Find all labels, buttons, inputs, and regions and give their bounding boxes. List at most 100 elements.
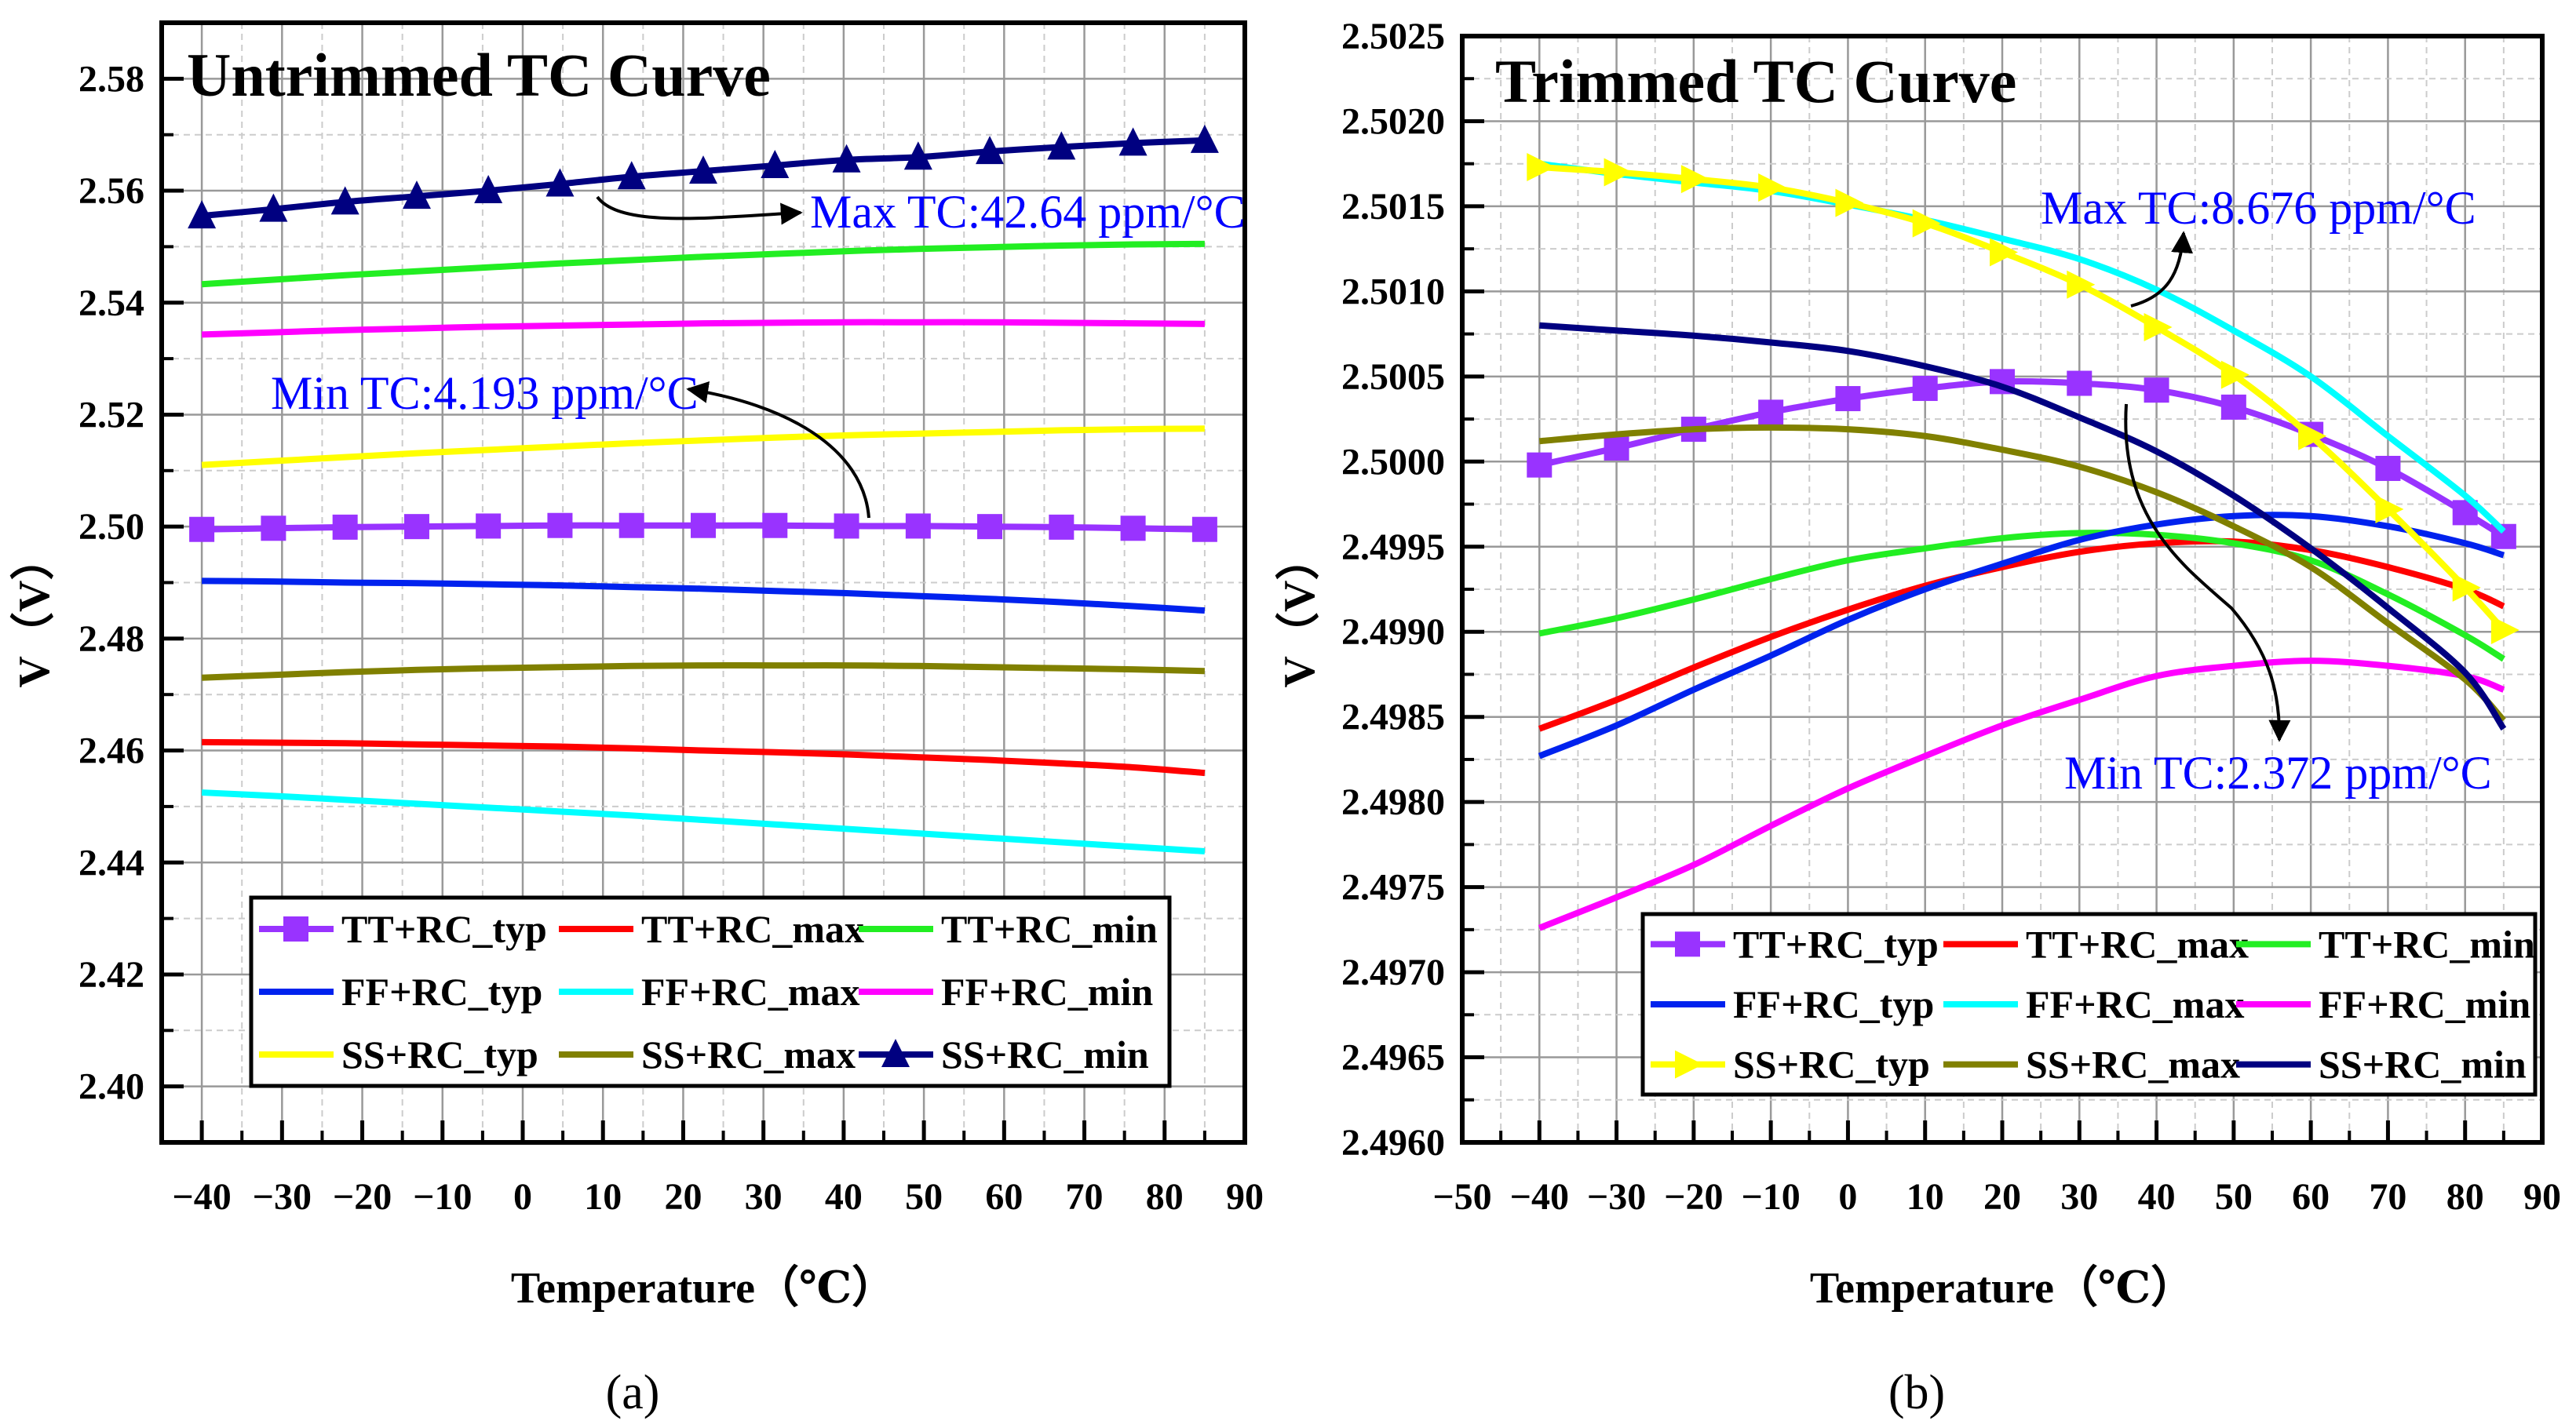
legend-label: FF+RC_min xyxy=(2319,982,2530,1026)
legend-label: SS+RC_max xyxy=(2026,1043,2240,1087)
data-point xyxy=(617,161,646,190)
x-tick-label: 30 xyxy=(2060,1176,2098,1218)
y-tick-label: 2.4995 xyxy=(1341,526,1445,568)
data-point xyxy=(976,136,1005,165)
data-point xyxy=(762,512,788,538)
data-point xyxy=(547,512,573,538)
x-tick-label: 70 xyxy=(1066,1176,1104,1218)
panel-label-a: (a) xyxy=(606,1366,660,1419)
series-tt-rc-min xyxy=(201,240,1205,288)
legend-label: SS+RC_min xyxy=(941,1033,1149,1076)
series-line xyxy=(202,577,1206,614)
series-tt-rc-max xyxy=(202,738,1206,777)
x-tick-label: 10 xyxy=(1906,1176,1944,1218)
data-point xyxy=(1120,515,1146,541)
x-tick-label: −20 xyxy=(1664,1176,1723,1218)
data-point xyxy=(259,193,288,222)
y-tick-label: 2.50 xyxy=(78,506,144,548)
legend-item: SS+RC_min xyxy=(859,1033,1149,1076)
annotation-min-tc-a: Min TC:4.193 ppm/°C xyxy=(271,367,699,419)
data-point xyxy=(2298,421,2327,450)
legend: TT+RC_typ TT+RC_max TT+RC_min FF+RC_typ FF+R… xyxy=(249,895,1172,1088)
series-line xyxy=(201,240,1205,288)
legend-item: TT+RC_max xyxy=(1943,922,2249,966)
series-line xyxy=(1538,537,2505,732)
data-point xyxy=(761,149,790,178)
y-tick-label: 2.5015 xyxy=(1341,186,1445,228)
data-point xyxy=(1604,435,1629,461)
data-point xyxy=(1835,386,1861,412)
data-point xyxy=(691,512,716,538)
data-point xyxy=(2220,360,2249,389)
x-axis-title-a: Temperature（℃） xyxy=(511,1263,896,1313)
x-tick-label: 60 xyxy=(985,1176,1023,1218)
legend-item: FF+RC_max xyxy=(559,970,859,1014)
annotation-arrow-max-a xyxy=(596,195,803,225)
data-point xyxy=(2067,270,2096,299)
series-line xyxy=(201,425,1205,468)
y-tick-label: 2.44 xyxy=(78,842,144,883)
data-point xyxy=(905,513,931,539)
legend-label: FF+RC_typ xyxy=(1733,982,1934,1026)
series-line xyxy=(1538,658,2505,931)
x-tick-label: 50 xyxy=(905,1176,943,1218)
x-tick-label: 0 xyxy=(513,1176,532,1218)
legend-item: FF+RC_typ xyxy=(259,970,542,1014)
legend-label: TT+RC_typ xyxy=(1733,922,1939,966)
y-tick-label: 2.4970 xyxy=(1341,952,1445,993)
legend-item: SS+RC_max xyxy=(1943,1043,2240,1087)
y-tick-label: 2.40 xyxy=(78,1066,144,1108)
legend-label: TT+RC_typ xyxy=(341,907,547,951)
data-point xyxy=(1912,376,1938,402)
legend-label: TT+RC_max xyxy=(2026,922,2249,966)
y-tick-label: 2.4980 xyxy=(1341,781,1445,823)
data-point xyxy=(2067,370,2093,396)
series-line xyxy=(201,319,1205,338)
x-tick-label: 20 xyxy=(1983,1176,2021,1218)
y-tick-label: 2.52 xyxy=(78,394,144,435)
data-point xyxy=(2144,377,2169,403)
y-tick-label: 2.5005 xyxy=(1341,356,1445,398)
series-line xyxy=(1538,377,2505,540)
legend-item: SS+RC_typ xyxy=(1651,1043,1930,1087)
annotation-arrow-min-b xyxy=(2124,403,2291,742)
data-point xyxy=(1527,153,1556,182)
legend-label: FF+RC_typ xyxy=(341,970,542,1014)
data-point xyxy=(402,180,431,209)
x-tick-label: 80 xyxy=(2446,1176,2484,1218)
x-tick-label: 90 xyxy=(2523,1176,2561,1218)
y-tick-label: 2.4965 xyxy=(1341,1037,1445,1079)
data-point xyxy=(1049,514,1075,540)
legend-box xyxy=(249,895,1172,1088)
series-tt-rc-typ xyxy=(189,512,1217,542)
legend-label: SS+RC_typ xyxy=(1733,1043,1930,1087)
x-tick-label: 70 xyxy=(2369,1176,2406,1218)
data-point xyxy=(1912,209,1941,238)
data-point xyxy=(1680,165,1709,194)
x-axis-title-b: Temperature（℃） xyxy=(1810,1263,2195,1313)
series-line xyxy=(201,789,1206,854)
legend-label: TT+RC_min xyxy=(941,907,1158,951)
data-point xyxy=(2375,455,2401,481)
data-point xyxy=(189,516,215,542)
x-tick-label: 30 xyxy=(745,1176,783,1218)
y-tick-label: 2.5000 xyxy=(1341,441,1445,483)
data-point xyxy=(332,514,358,540)
legend-label: FF+RC_max xyxy=(641,970,859,1014)
data-point xyxy=(1047,131,1076,160)
data-point xyxy=(977,514,1003,540)
y-tick-label: 2.5025 xyxy=(1341,16,1445,57)
x-tick-label: 20 xyxy=(664,1176,702,1218)
series-ss-rc-typ xyxy=(1527,153,2519,645)
data-point xyxy=(2490,616,2519,645)
untrimmed-tc-plot: −40 −30 −20 −10 0 10 20 30 40 50 60 70 80 90 2.40 2.42 2… xyxy=(78,20,1264,1218)
annotation-arrow-min-a xyxy=(686,381,870,519)
data-point xyxy=(403,514,429,540)
series-tt-rc-min xyxy=(1538,530,2505,662)
data-point xyxy=(2452,573,2481,602)
annotation-min-tc-b: Min TC:2.372 ppm/°C xyxy=(2064,747,2492,799)
series-line xyxy=(1538,160,2506,534)
legend-marker xyxy=(1675,1050,1703,1079)
x-tick-label: −10 xyxy=(413,1176,472,1218)
